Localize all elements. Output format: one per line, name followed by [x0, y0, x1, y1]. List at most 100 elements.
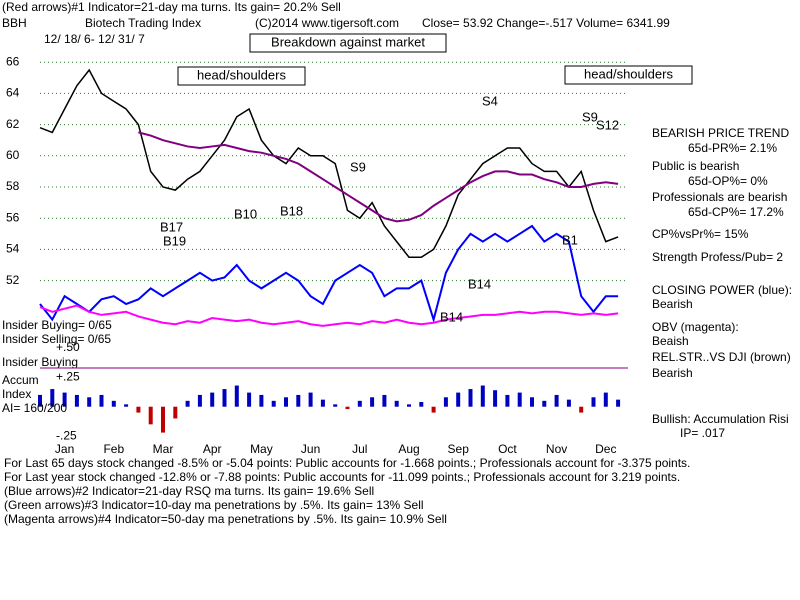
accum-bar	[271, 400, 276, 407]
date-range: 12/ 18/ 6- 12/ 31/ 7	[44, 32, 145, 46]
annotation: B18	[280, 203, 303, 218]
left-label: Index	[2, 387, 31, 401]
annotation: B19	[163, 233, 186, 248]
accum-bar	[87, 397, 92, 407]
accum-bar	[74, 394, 79, 407]
y-tick-label: 62	[6, 117, 20, 131]
annotation: B1	[562, 232, 578, 247]
y-tick-label: 66	[6, 54, 20, 68]
accum-bar	[185, 400, 190, 407]
annotation: B17	[160, 219, 183, 234]
y-tick-label: 54	[6, 242, 20, 256]
annotation: S9	[582, 109, 598, 124]
side-label: Public is bearish	[652, 159, 739, 173]
accum-bar	[296, 394, 301, 407]
chart-title: Biotech Trading Index	[85, 16, 201, 30]
accum-bar	[616, 399, 621, 407]
accum-bar	[148, 406, 153, 425]
accum-bar	[517, 392, 522, 407]
side-label: Bearish	[652, 297, 693, 311]
callout-box	[564, 65, 693, 85]
x-tick-label: May	[250, 442, 273, 456]
accum-bar	[370, 397, 375, 407]
series-line	[39, 224, 619, 324]
accum-bar	[222, 389, 227, 407]
x-tick-label: Mar	[153, 442, 174, 456]
side-label: BEARISH PRICE TREND	[652, 126, 789, 140]
accum-bar	[136, 406, 141, 413]
annotation: B14	[440, 309, 463, 324]
y-tick-label: 64	[6, 86, 20, 100]
annotation: S12	[596, 117, 619, 132]
accum-bar	[99, 394, 104, 407]
x-tick-label: Aug	[398, 442, 419, 456]
left-label: Insider Selling= 0/65	[2, 332, 111, 346]
callout: head/shoulders	[584, 66, 673, 81]
accum-bar	[284, 397, 288, 407]
side-label: Beaish	[652, 334, 689, 348]
quote: Close= 53.92 Change=-.517 Volume= 6341.9…	[422, 16, 670, 30]
accum-bar	[419, 402, 424, 407]
callout: head/shoulders	[197, 67, 286, 82]
accum-bar	[530, 397, 534, 407]
accum-bar	[505, 394, 510, 407]
accum-bar	[210, 392, 215, 407]
accum-bar	[333, 404, 338, 407]
accum-bar	[357, 400, 362, 407]
left-label: AI= 160/200	[2, 401, 67, 415]
accum-bar	[111, 400, 116, 407]
accum-bar	[480, 385, 485, 407]
side-label: REL.STR..VS DJI (brown)	[652, 350, 791, 364]
accum-bar	[443, 397, 448, 407]
accum-bar	[38, 394, 42, 407]
accum-bar	[591, 397, 596, 407]
accum-bar	[124, 404, 129, 407]
x-tick-label: Nov	[546, 442, 567, 456]
left-label: Insider Buying= 0/65	[2, 318, 112, 332]
accum-bar	[579, 406, 584, 413]
accum-bar	[394, 400, 399, 407]
side-label: Strength Profess/Pub= 2	[652, 250, 783, 264]
accum-bar	[431, 406, 436, 413]
callout-box	[177, 66, 306, 86]
accum-bar	[62, 392, 67, 407]
y-tick-label: 56	[6, 210, 20, 224]
accum-bar	[407, 404, 411, 407]
annotation: B14	[468, 276, 491, 291]
legend-entry: CLOSING POWER (blue):	[652, 283, 792, 297]
accum-bar	[234, 385, 239, 407]
series-line	[138, 131, 619, 223]
annotation: S4	[482, 93, 498, 108]
accum-bar	[603, 392, 608, 407]
x-tick-label: Sep	[448, 442, 470, 456]
y-tick-label: 58	[6, 179, 20, 193]
accum-bar	[308, 392, 313, 407]
side-label: Professionals are bearish	[652, 190, 787, 204]
accum-bar	[161, 406, 165, 433]
accum-bar	[345, 406, 350, 410]
annotation: S9	[350, 159, 366, 174]
accum-bar	[50, 389, 55, 407]
x-tick-label: Jun	[301, 442, 320, 456]
x-tick-label: Jul	[352, 442, 367, 456]
footer-line: (Magenta arrows)#4 Indicator=50-day ma p…	[4, 512, 447, 526]
series-line	[39, 304, 619, 327]
y-tick-label: 52	[6, 273, 20, 287]
footer-line: For Last year stock changed -12.8% or -7…	[4, 470, 680, 484]
accum-bar	[197, 394, 202, 407]
accum-bar	[554, 394, 559, 407]
side-label: 65d-OP%= 0%	[688, 174, 768, 188]
y-tick-label: 60	[6, 148, 20, 162]
series-line	[39, 68, 619, 258]
accum-bar	[173, 406, 178, 419]
y-tick-label: +.25	[56, 369, 80, 383]
accum-bar	[382, 394, 387, 407]
x-tick-label: Jan	[55, 442, 74, 456]
accum-bar	[320, 399, 325, 407]
symbol: BBH	[2, 16, 27, 30]
footer-line: (Green arrows)#3 Indicator=10-day ma pen…	[4, 498, 424, 512]
annotation: B10	[234, 206, 257, 221]
header-indicator: (Red arrows)#1 Indicator=21-day ma turns…	[2, 0, 341, 14]
accum-bar	[566, 399, 571, 407]
